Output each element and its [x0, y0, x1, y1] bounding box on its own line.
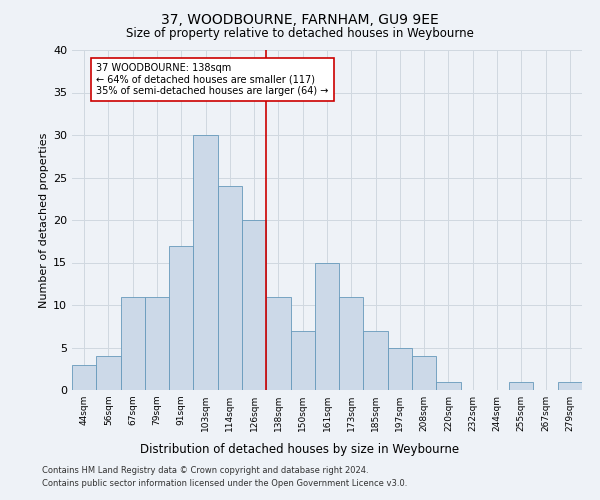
Bar: [96, 356, 121, 390]
Text: 37, WOODBOURNE, FARNHAM, GU9 9EE: 37, WOODBOURNE, FARNHAM, GU9 9EE: [161, 12, 439, 26]
Text: Distribution of detached houses by size in Weybourne: Distribution of detached houses by size …: [140, 442, 460, 456]
Bar: [412, 356, 436, 390]
Bar: [290, 330, 315, 390]
Bar: [266, 296, 290, 390]
Bar: [436, 382, 461, 390]
Bar: [169, 246, 193, 390]
Bar: [364, 330, 388, 390]
Y-axis label: Number of detached properties: Number of detached properties: [39, 132, 49, 308]
Bar: [193, 135, 218, 390]
Bar: [145, 296, 169, 390]
Bar: [339, 296, 364, 390]
Bar: [509, 382, 533, 390]
Bar: [72, 364, 96, 390]
Text: 37 WOODBOURNE: 138sqm
← 64% of detached houses are smaller (117)
35% of semi-det: 37 WOODBOURNE: 138sqm ← 64% of detached …: [96, 62, 329, 96]
Text: Contains HM Land Registry data © Crown copyright and database right 2024.: Contains HM Land Registry data © Crown c…: [42, 466, 368, 475]
Bar: [242, 220, 266, 390]
Bar: [315, 262, 339, 390]
Bar: [121, 296, 145, 390]
Text: Size of property relative to detached houses in Weybourne: Size of property relative to detached ho…: [126, 28, 474, 40]
Bar: [388, 348, 412, 390]
Bar: [218, 186, 242, 390]
Text: Contains public sector information licensed under the Open Government Licence v3: Contains public sector information licen…: [42, 478, 407, 488]
Bar: [558, 382, 582, 390]
